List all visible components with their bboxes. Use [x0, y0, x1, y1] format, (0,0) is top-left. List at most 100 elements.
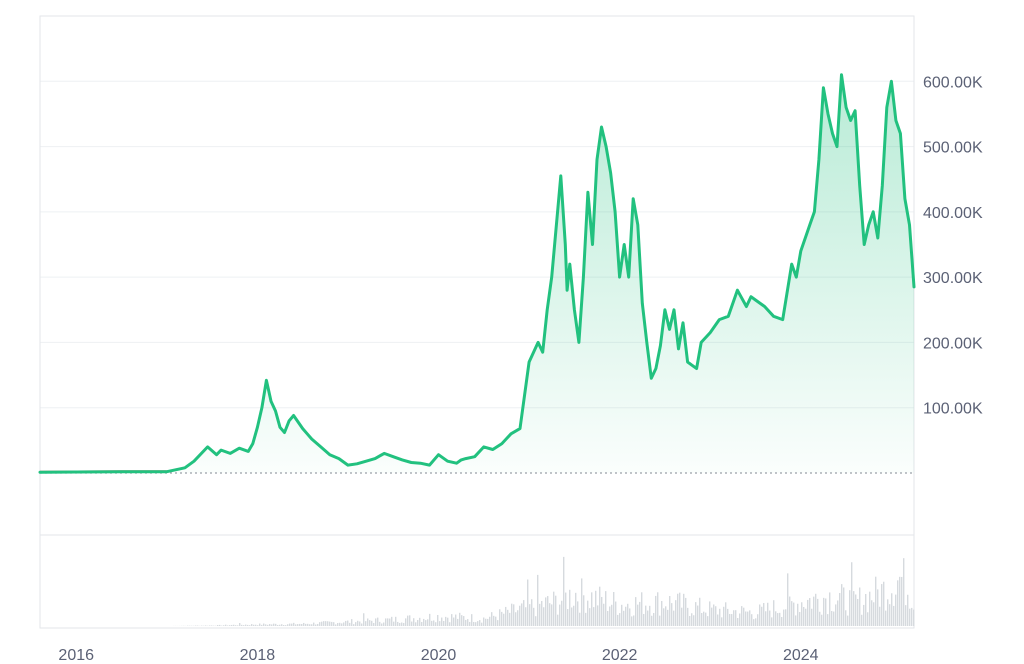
volume-bar — [635, 597, 637, 626]
volume-bar — [359, 621, 361, 626]
volume-bar — [549, 603, 551, 626]
volume-bar — [371, 620, 373, 626]
volume-bar — [265, 624, 267, 626]
volume-bar — [445, 616, 447, 626]
volume-bar — [325, 621, 327, 626]
volume-bar — [309, 624, 311, 626]
volume-bar — [575, 592, 577, 626]
volume-bar — [723, 606, 725, 626]
volume-bar — [357, 620, 359, 626]
volume-bar — [797, 603, 799, 626]
volume-bar — [901, 576, 903, 626]
volume-bar — [759, 604, 761, 626]
volume-bar — [707, 616, 709, 626]
volume-bar — [857, 598, 859, 626]
y-tick-label: 300.00K — [923, 270, 983, 287]
volume-bar — [503, 613, 505, 626]
volume-bar — [829, 592, 831, 626]
volume-bar — [277, 624, 279, 626]
volume-bar — [727, 608, 729, 626]
volume-bar — [599, 586, 601, 626]
volume-bar — [863, 604, 865, 626]
volume-bar — [481, 622, 483, 626]
volume-bar — [437, 615, 439, 626]
volume-bar — [459, 612, 461, 626]
volume-bar — [397, 621, 399, 626]
volume-bar — [859, 587, 861, 626]
volume-bar — [559, 604, 561, 626]
volume-bar — [301, 624, 303, 626]
volume-bar — [669, 595, 671, 626]
volume-bar — [675, 600, 677, 626]
volume-bar — [401, 622, 403, 626]
volume-bar — [659, 615, 661, 626]
volume-bar — [855, 594, 857, 626]
volume-bar — [619, 613, 621, 626]
volume-bar — [457, 618, 459, 626]
volume-bar — [515, 612, 517, 626]
volume-bars — [173, 556, 915, 626]
volume-bar — [379, 621, 381, 626]
y-tick-label: 200.00K — [923, 335, 983, 352]
volume-bar — [571, 607, 573, 626]
volume-bar — [505, 606, 507, 626]
volume-bar — [537, 574, 539, 626]
volume-bar — [263, 623, 265, 626]
volume-bar — [875, 576, 877, 626]
volume-bar — [881, 584, 883, 626]
volume-bar — [441, 617, 443, 626]
volume-bar — [841, 584, 843, 626]
volume-bar — [865, 594, 867, 626]
volume-bar — [617, 614, 619, 626]
volume-bar — [347, 620, 349, 626]
volume-bar — [753, 619, 755, 626]
volume-bar — [751, 614, 753, 626]
volume-bar — [329, 621, 331, 626]
volume-bar — [513, 604, 515, 626]
volume-bar — [791, 601, 793, 626]
volume-bar — [539, 603, 541, 626]
volume-bar — [461, 615, 463, 626]
volume-bar — [279, 624, 281, 626]
volume-bar — [415, 622, 417, 626]
volume-bar — [711, 607, 713, 626]
volume-bar — [495, 616, 497, 626]
volume-bar — [395, 616, 397, 626]
price-series-line — [38, 73, 916, 474]
volume-bar — [719, 608, 721, 626]
volume-bar — [823, 597, 825, 626]
volume-bar — [227, 625, 229, 626]
volume-bar — [873, 602, 875, 626]
volume-bar — [867, 612, 869, 626]
volume-bar — [487, 618, 489, 626]
volume-bar — [335, 624, 337, 626]
volume-bar — [241, 624, 243, 626]
volume-bar — [677, 593, 679, 626]
volume-bar — [803, 607, 805, 626]
volume-bar — [485, 618, 487, 626]
volume-bar — [323, 621, 325, 626]
volume-bar — [237, 625, 239, 626]
volume-bar — [369, 620, 371, 626]
volume-bar — [843, 587, 845, 626]
volume-bar — [657, 592, 659, 626]
volume-bar — [303, 622, 305, 626]
volume-bar — [285, 625, 287, 626]
volume-bar — [705, 612, 707, 626]
volume-bar — [249, 625, 251, 626]
volume-bar — [587, 600, 589, 626]
volume-bar — [641, 592, 643, 626]
volume-bar — [355, 622, 357, 626]
volume-bar — [773, 600, 775, 626]
volume-bar — [679, 592, 681, 626]
volume-bar — [453, 617, 455, 626]
volume-bar — [691, 613, 693, 626]
volume-bar — [661, 600, 663, 626]
volume-bar — [205, 625, 207, 626]
volume-bar — [209, 625, 211, 626]
volume-bar — [517, 610, 519, 626]
volume-bar — [831, 610, 833, 626]
volume-bar — [271, 624, 273, 626]
volume-bar — [507, 609, 509, 626]
volume-bar — [223, 625, 225, 626]
